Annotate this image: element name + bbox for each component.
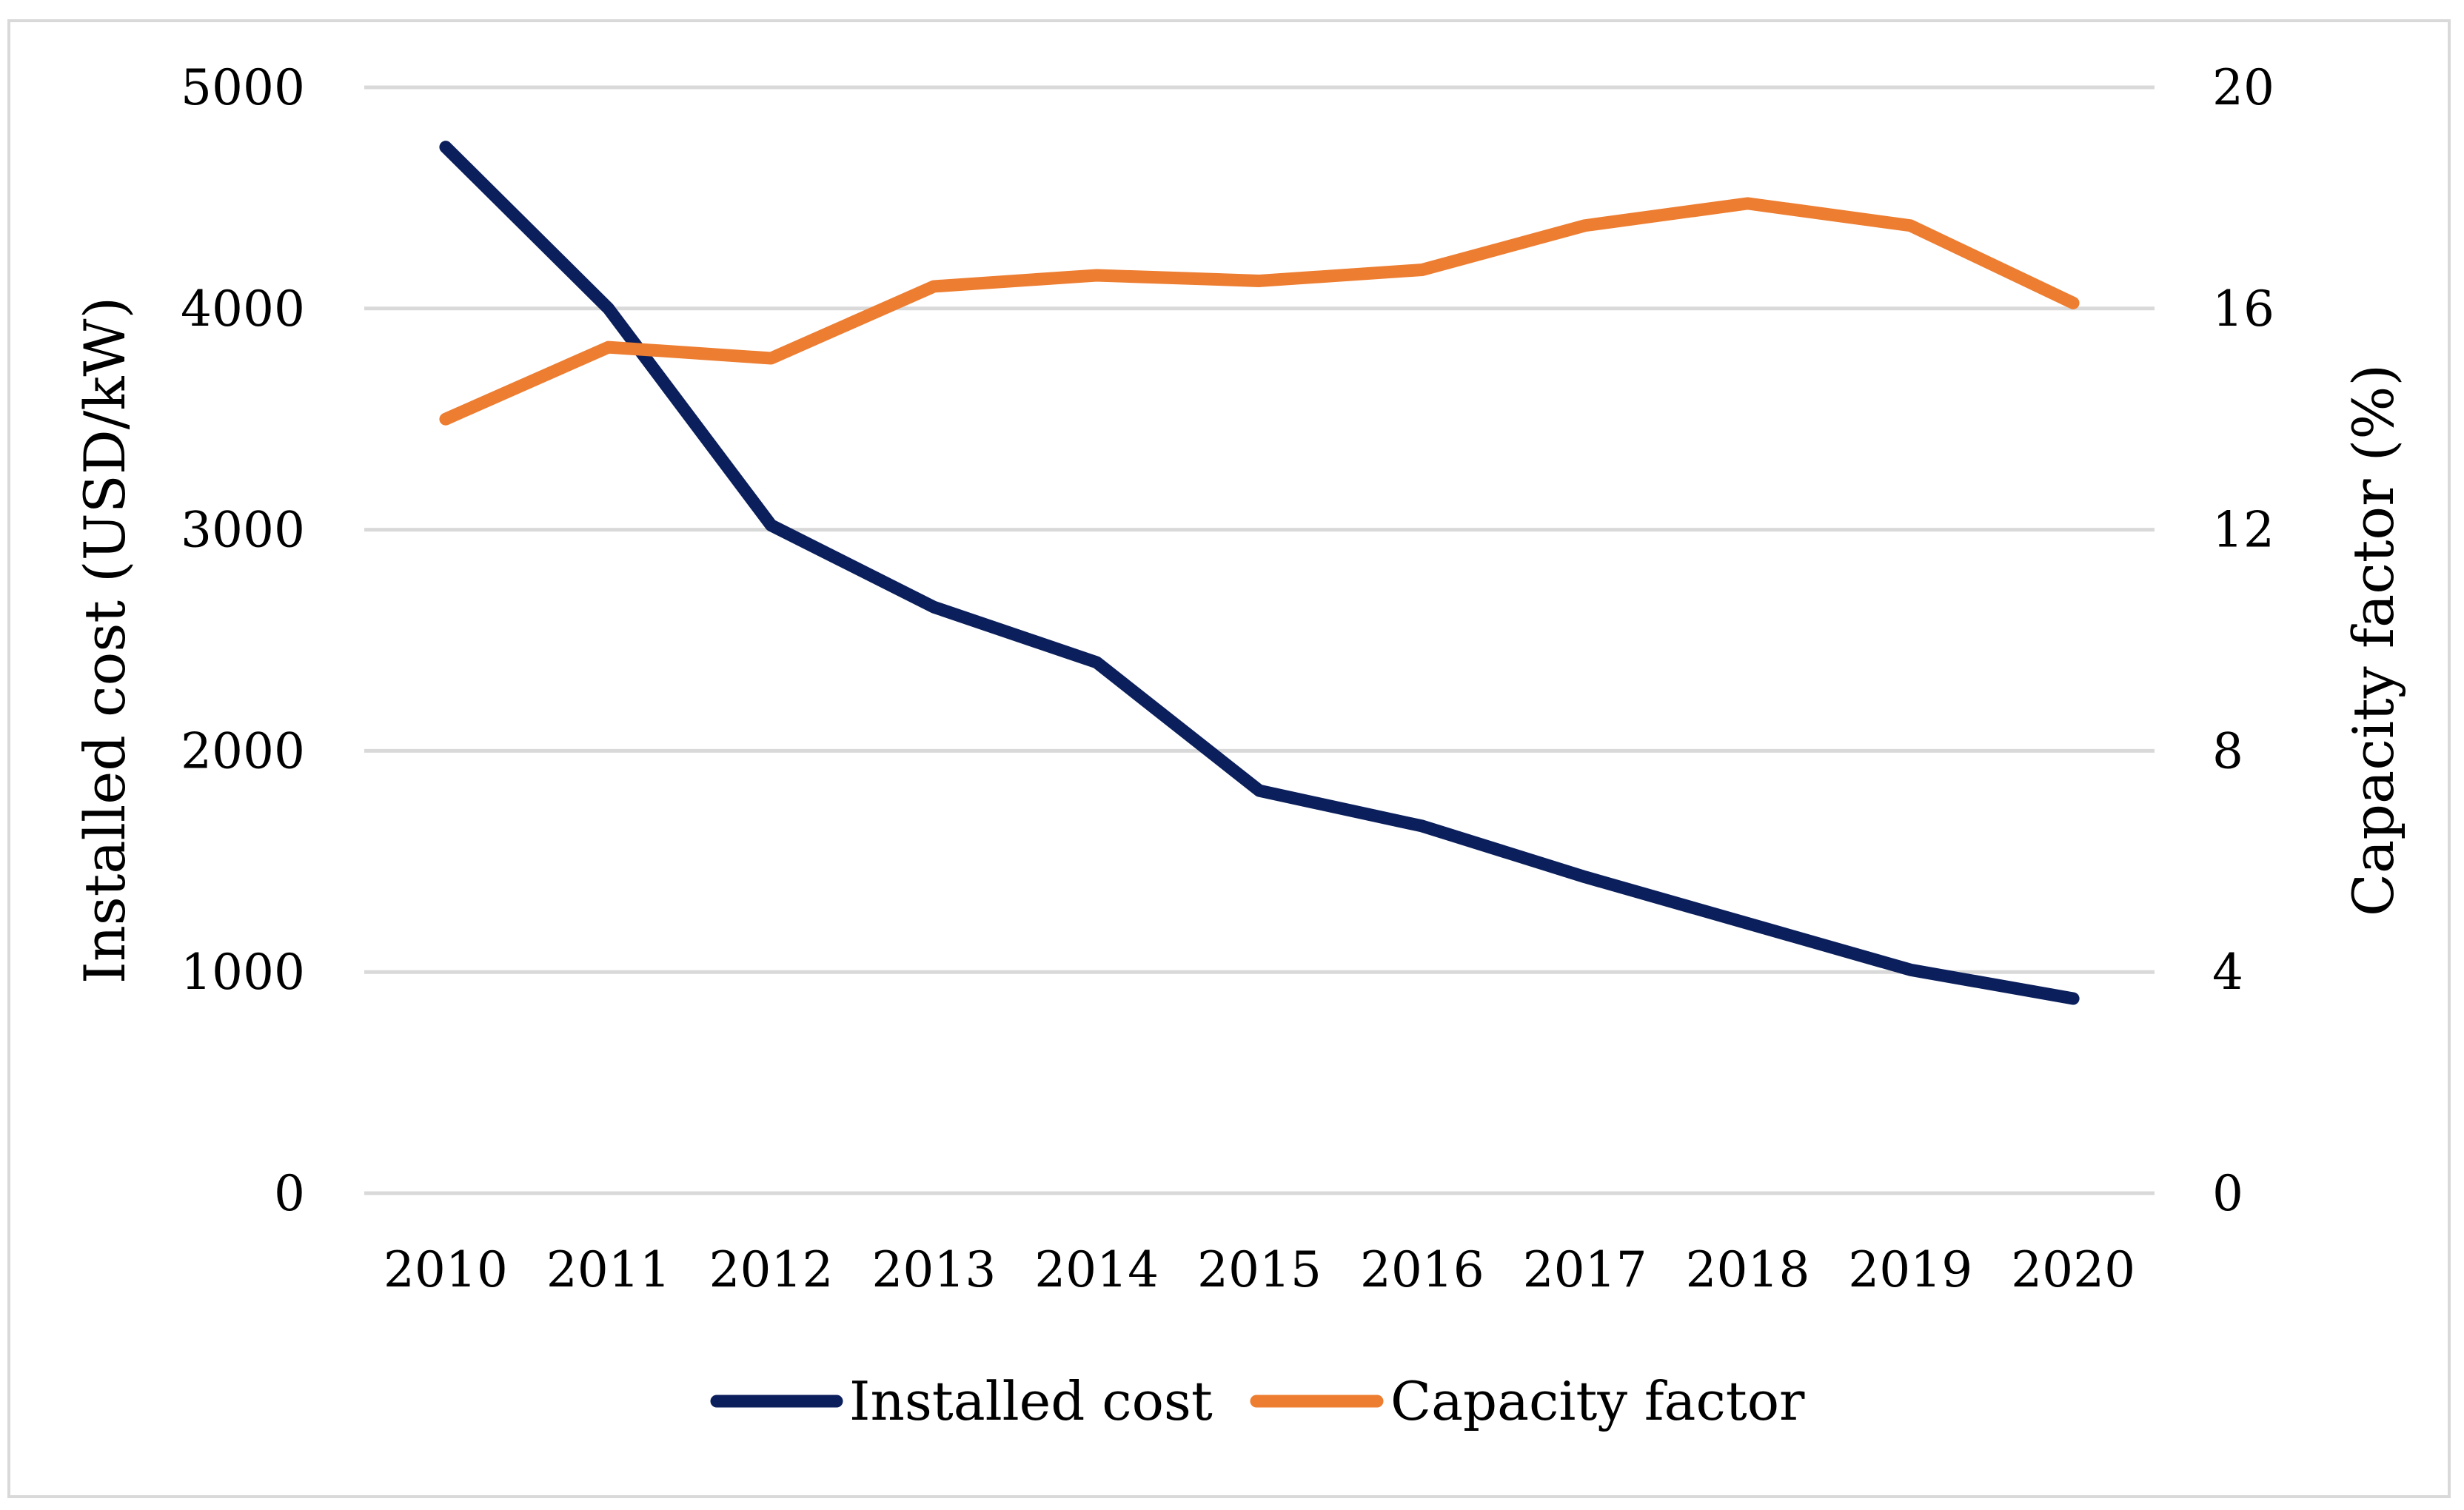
right-tick-label-12: 12 <box>2212 502 2274 559</box>
data-point-capacity-factor-2016 <box>1419 266 1425 273</box>
left-axis-ticks: 0 1000 2000 3000 4000 5000 <box>181 59 305 1222</box>
data-point-capacity-factor-2015 <box>1256 278 1262 284</box>
x-tick-label-2017: 2017 <box>1523 1241 1647 1298</box>
data-point-installed-cost-2011 <box>605 305 612 312</box>
data-point-installed-cost-2016 <box>1419 822 1425 829</box>
right-tick-label-0: 0 <box>2212 1165 2243 1222</box>
right-tick-label-4: 4 <box>2212 944 2243 1001</box>
data-point-capacity-factor-2012 <box>768 355 774 362</box>
data-point-installed-cost-2014 <box>1094 659 1100 665</box>
x-tick-label-2010: 2010 <box>384 1241 508 1298</box>
data-point-capacity-factor-2018 <box>1744 200 1751 207</box>
x-tick-label-2014: 2014 <box>1034 1241 1159 1298</box>
right-axis-title: Capacity factor (%) <box>2340 364 2406 916</box>
left-tick-label-4000: 4000 <box>181 281 305 338</box>
left-axis-title: Installed cost (USD/kW) <box>72 297 138 984</box>
data-point-capacity-factor-2017 <box>1581 222 1588 229</box>
data-point-installed-cost-2019 <box>1907 967 1914 973</box>
data-point-capacity-factor-2011 <box>605 344 612 351</box>
left-tick-label-5000: 5000 <box>181 59 305 116</box>
data-point-capacity-factor-2019 <box>1907 222 1914 229</box>
x-tick-label-2013: 2013 <box>871 1241 996 1298</box>
data-point-capacity-factor-2014 <box>1094 272 1100 278</box>
legend-label-capacity-factor: Capacity factor <box>1390 1370 1805 1432</box>
legend-label-installed-cost: Installed cost <box>849 1370 1213 1432</box>
data-point-capacity-factor-2020 <box>2070 300 2077 306</box>
chart-frame <box>7 19 2451 1498</box>
x-tick-label-2015: 2015 <box>1197 1241 1322 1298</box>
data-point-installed-cost-2018 <box>1744 920 1751 927</box>
x-tick-label-2020: 2020 <box>2011 1241 2135 1298</box>
data-point-capacity-factor-2010 <box>442 416 449 423</box>
right-tick-label-8: 8 <box>2212 722 2243 779</box>
right-axis-ticks: 0 4 8 12 16 20 <box>2212 59 2274 1222</box>
x-tick-label-2019: 2019 <box>1848 1241 1972 1298</box>
left-tick-label-2000: 2000 <box>181 722 305 779</box>
x-tick-label-2011: 2011 <box>546 1241 671 1298</box>
data-point-installed-cost-2013 <box>931 604 937 611</box>
x-tick-label-2018: 2018 <box>1685 1241 1810 1298</box>
x-tick-label-2016: 2016 <box>1360 1241 1484 1298</box>
series-lines <box>439 141 2080 1005</box>
series-line-capacity-factor <box>439 197 2080 426</box>
legend: Installed cost Capacity factor <box>710 1370 1805 1432</box>
left-tick-label-1000: 1000 <box>181 944 305 1001</box>
data-point-installed-cost-2015 <box>1256 788 1262 794</box>
data-point-installed-cost-2020 <box>2070 996 2077 1002</box>
data-point-capacity-factor-2013 <box>931 283 937 289</box>
x-axis-ticks: 2010 2011 2012 2013 2014 2015 2016 2017 2018 2019… <box>384 1241 2135 1298</box>
data-point-installed-cost-2010 <box>442 144 449 150</box>
x-tick-label-2012: 2012 <box>709 1241 834 1298</box>
right-tick-label-20: 20 <box>2212 59 2274 116</box>
gridlines <box>364 85 2155 1195</box>
left-tick-label-3000: 3000 <box>181 502 305 559</box>
right-tick-label-16: 16 <box>2212 281 2274 338</box>
left-tick-label-0: 0 <box>274 1165 305 1222</box>
data-point-installed-cost-2017 <box>1581 873 1588 880</box>
data-point-installed-cost-2012 <box>768 522 774 528</box>
